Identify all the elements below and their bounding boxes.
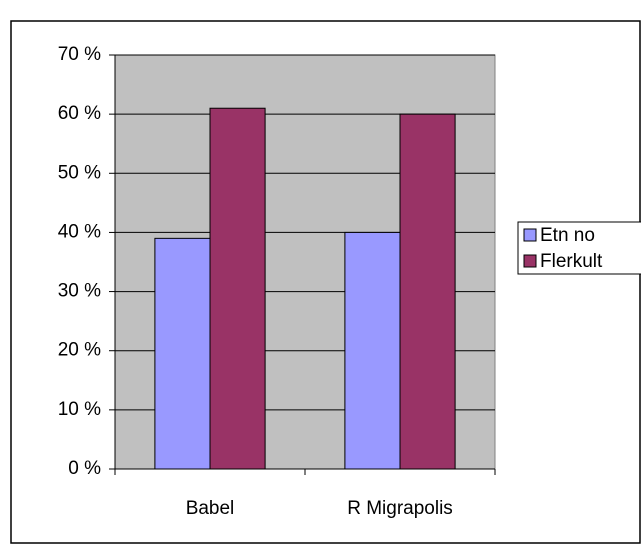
- bar: [154, 237, 211, 470]
- legend-label: Flerkult: [540, 251, 603, 272]
- y-tick-label: 50 %: [58, 162, 101, 183]
- y-tick-label: 30 %: [58, 281, 101, 302]
- x-tick-label: Babel: [186, 498, 235, 519]
- y-tick-label: 70 %: [58, 44, 101, 65]
- legend-label: Etn no: [540, 225, 595, 246]
- legend-box: [517, 221, 641, 275]
- y-tick-label: 60 %: [58, 103, 101, 124]
- bar: [399, 113, 456, 470]
- legend-swatch: [523, 254, 537, 268]
- bar: [209, 107, 266, 470]
- legend-swatch: [523, 228, 537, 242]
- x-tick-label: R Migrapolis: [347, 498, 453, 519]
- y-tick-label: 0 %: [68, 458, 101, 479]
- y-tick-label: 20 %: [58, 340, 101, 361]
- y-tick-label: 40 %: [58, 221, 101, 242]
- y-tick-label: 10 %: [58, 399, 101, 420]
- bar: [344, 231, 401, 470]
